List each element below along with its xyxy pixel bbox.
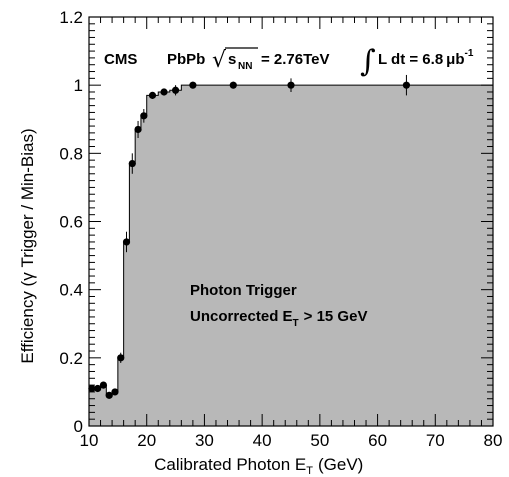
y-tick-label: 0.6 bbox=[59, 213, 83, 232]
x-tick-label: 70 bbox=[426, 431, 445, 450]
data-point bbox=[134, 125, 142, 134]
data-point bbox=[160, 88, 168, 96]
data-point bbox=[140, 112, 148, 120]
luminosity-exponent: -1 bbox=[465, 48, 474, 59]
integral-symbol: ∫ bbox=[360, 44, 376, 79]
data-point bbox=[402, 81, 411, 89]
x-tick-label: 60 bbox=[368, 431, 387, 450]
et-cut-prefix: Uncorrected E bbox=[190, 308, 293, 325]
data-point bbox=[287, 81, 295, 89]
efficiency-histogram-fill bbox=[88, 84, 494, 427]
x-tick-label: 10 bbox=[80, 431, 99, 450]
data-point bbox=[117, 354, 125, 362]
x-axis-title: Calibrated Photon ET bbox=[154, 455, 313, 477]
data-point bbox=[171, 86, 180, 94]
sqrt-symbol: √ bbox=[212, 48, 227, 73]
data-point bbox=[128, 159, 136, 168]
data-point bbox=[229, 81, 237, 89]
data-point bbox=[105, 391, 113, 399]
x-axis-title-sub: T bbox=[306, 465, 313, 477]
sqrt-s-label: s bbox=[228, 51, 236, 68]
trigger-name-label: Photon Trigger bbox=[190, 282, 297, 299]
collision-system-label: PbPb bbox=[167, 51, 205, 68]
et-cut-suffix: > 15 GeV bbox=[304, 308, 368, 325]
x-tick-label: 30 bbox=[195, 431, 214, 450]
data-point bbox=[88, 384, 96, 393]
y-tick-label: 0 bbox=[74, 417, 83, 436]
data-point bbox=[111, 388, 119, 396]
axes: 10 20 30 40 50 60 70 80 0 0.2 0.4 0.6 0.8 1 1.2 bbox=[59, 8, 502, 450]
x-tick-label: 40 bbox=[253, 431, 272, 450]
x-tick-label: 50 bbox=[310, 431, 329, 450]
energy-label: = 2.76TeV bbox=[261, 51, 330, 68]
data-point bbox=[148, 91, 157, 99]
y-tick-label: 0.2 bbox=[59, 349, 83, 368]
data-point bbox=[94, 384, 102, 393]
data-point bbox=[189, 81, 197, 89]
x-axis-title-unit: (GeV) bbox=[318, 455, 363, 474]
experiment-label: CMS bbox=[104, 51, 137, 68]
luminosity-value: L dt = 6.8 bbox=[378, 51, 443, 68]
luminosity-label: L dt = 6.8 μb-1 bbox=[378, 48, 474, 68]
data-point bbox=[99, 381, 108, 389]
x-axis-title-main: Calibrated Photon E bbox=[154, 455, 306, 474]
y-axis-title: Efficiency (γ Trigger / Min-Bias) bbox=[18, 128, 37, 363]
y-tick-label: 0.8 bbox=[59, 144, 83, 163]
x-tick-label: 20 bbox=[137, 431, 156, 450]
sqrt-s-subscript: NN bbox=[238, 61, 252, 72]
y-tick-label: 0.4 bbox=[59, 281, 83, 300]
y-tick-label: 1 bbox=[74, 76, 83, 95]
luminosity-unit: μb bbox=[446, 51, 464, 68]
data-points bbox=[88, 74, 411, 399]
et-cut-subscript: T bbox=[293, 318, 299, 329]
plot-area bbox=[88, 84, 494, 427]
x-tick-label: 80 bbox=[484, 431, 503, 450]
et-cut-label: Uncorrected ET > 15 GeV bbox=[190, 308, 367, 329]
data-point bbox=[122, 238, 131, 246]
y-tick-label: 1.2 bbox=[59, 8, 83, 27]
